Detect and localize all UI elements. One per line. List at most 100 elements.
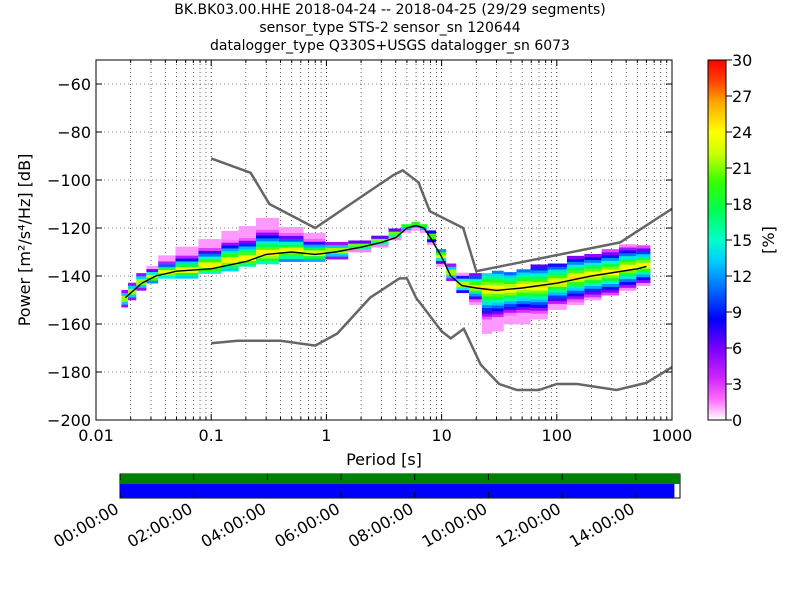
ppsd-cell [198, 264, 222, 269]
ppsd-cell [481, 276, 493, 280]
ppsd-cell [516, 298, 531, 302]
ppsd-cell [158, 272, 176, 276]
ppsd-cell [278, 229, 304, 234]
ppsd-cell [256, 235, 279, 239]
ppsd-cell [530, 304, 548, 308]
ppsd-cell [492, 322, 504, 326]
ppsd-cell [566, 270, 585, 274]
ppsd-cell [481, 284, 493, 288]
ppsd-cell [146, 280, 159, 284]
ppsd-cell [256, 243, 279, 248]
ppsd-cell [121, 292, 129, 296]
ppsd-cell [388, 234, 402, 238]
ppsd-cell [516, 272, 531, 276]
ppsd-cell [128, 294, 137, 298]
ppsd-cell [530, 267, 548, 271]
ppsd-cell [348, 243, 372, 247]
colorbar-tick-label: 18 [732, 195, 752, 214]
ppsd-cell [175, 255, 199, 259]
ppsd-cell [566, 281, 585, 285]
ppsd-cell [256, 223, 279, 227]
ppsd-cell [198, 247, 222, 251]
ppsd-cell [481, 330, 493, 334]
ppsd-cell [175, 266, 199, 271]
ppsd-cell [238, 246, 257, 250]
ppsd-cell [128, 297, 137, 301]
ppsd-cell [175, 249, 199, 253]
ppsd-cell [198, 262, 222, 266]
noise-model-nlnm [211, 277, 672, 392]
ppsd-cell [325, 256, 349, 260]
ppsd-cell [636, 253, 651, 258]
ppsd-cell [238, 252, 257, 256]
ppsd-cell [456, 278, 470, 282]
ppsd-cell [530, 290, 548, 294]
ppsd-cell [636, 279, 651, 284]
ppsd-cell [618, 261, 637, 265]
ppsd-cell [601, 289, 619, 293]
ppsd-cell [469, 301, 482, 306]
ppsd-cell [530, 276, 548, 280]
timeline-tick-label: 02:00:00 [124, 499, 196, 551]
ppsd-cell [303, 247, 326, 251]
ppsd-cell [221, 233, 239, 237]
ppsd-cell [256, 246, 279, 250]
ppsd-cell [419, 229, 428, 234]
ppsd-cell [481, 293, 493, 297]
ppsd-cell [530, 301, 548, 306]
ppsd-cell [530, 278, 548, 283]
chart-title-line3: datalogger_type Q330S+USGS datalogger_sn… [210, 38, 570, 54]
ppsd-cell [503, 318, 517, 322]
timeline-tick-label: 08:00:00 [345, 499, 417, 551]
ppsd-cell [446, 269, 457, 273]
ppsd-cell [503, 286, 517, 290]
ppsd-cell [601, 275, 619, 279]
ppsd-cell [469, 290, 482, 294]
ppsd-cell [278, 252, 304, 257]
ppsd-cell [492, 305, 504, 309]
ppsd-cell [221, 239, 239, 243]
ppsd-cell [256, 226, 279, 230]
ppsd-cell [547, 292, 567, 296]
ppsd-cell [158, 275, 176, 279]
colorbar-tick-label: 15 [732, 231, 752, 250]
ppsd-cell [221, 251, 239, 255]
ppsd-cell [547, 300, 567, 305]
ppsd-cell [547, 277, 567, 282]
colorbar-tick-label: 21 [732, 159, 752, 178]
ppsd-cell [566, 258, 585, 262]
ppsd-cell [128, 285, 137, 289]
y-tick-label: −120 [47, 219, 91, 238]
ppsd-cell [492, 325, 504, 329]
ppsd-cell [547, 306, 567, 310]
ppsd-cell [584, 294, 602, 298]
ppsd-cell [584, 285, 602, 289]
y-axis-ticks: −60 −80 −100 −120 −140 −160 −180 −200 [47, 75, 672, 430]
ppsd-cell [516, 309, 531, 313]
ppsd-cell [584, 288, 602, 292]
timeline-tick-label: 04:00:00 [198, 499, 270, 551]
ppsd-cell [121, 298, 129, 302]
ppsd-cell [566, 290, 585, 294]
ppsd-cell [566, 267, 585, 271]
ppsd-cell [427, 230, 437, 234]
ppsd-cell [566, 276, 585, 280]
ppsd-cell [481, 316, 493, 320]
ppsd-cell [221, 242, 239, 246]
ppsd-cell [636, 271, 651, 275]
ppsd-cell [303, 255, 326, 260]
ppsd-cell [198, 241, 222, 246]
mean-curve [124, 224, 647, 299]
ppsd-cell [516, 283, 531, 287]
ppsd-cell [566, 299, 585, 303]
ppsd-cell [503, 292, 517, 296]
ppsd-cell [601, 286, 619, 290]
ppsd-cell [636, 245, 651, 249]
ppsd-cell [636, 256, 651, 260]
ppsd-cell [601, 292, 619, 296]
ppsd-cell [492, 279, 504, 283]
ppsd-cell [584, 262, 602, 266]
ppsd-cell [278, 235, 304, 239]
ppsd-cell [256, 217, 279, 222]
